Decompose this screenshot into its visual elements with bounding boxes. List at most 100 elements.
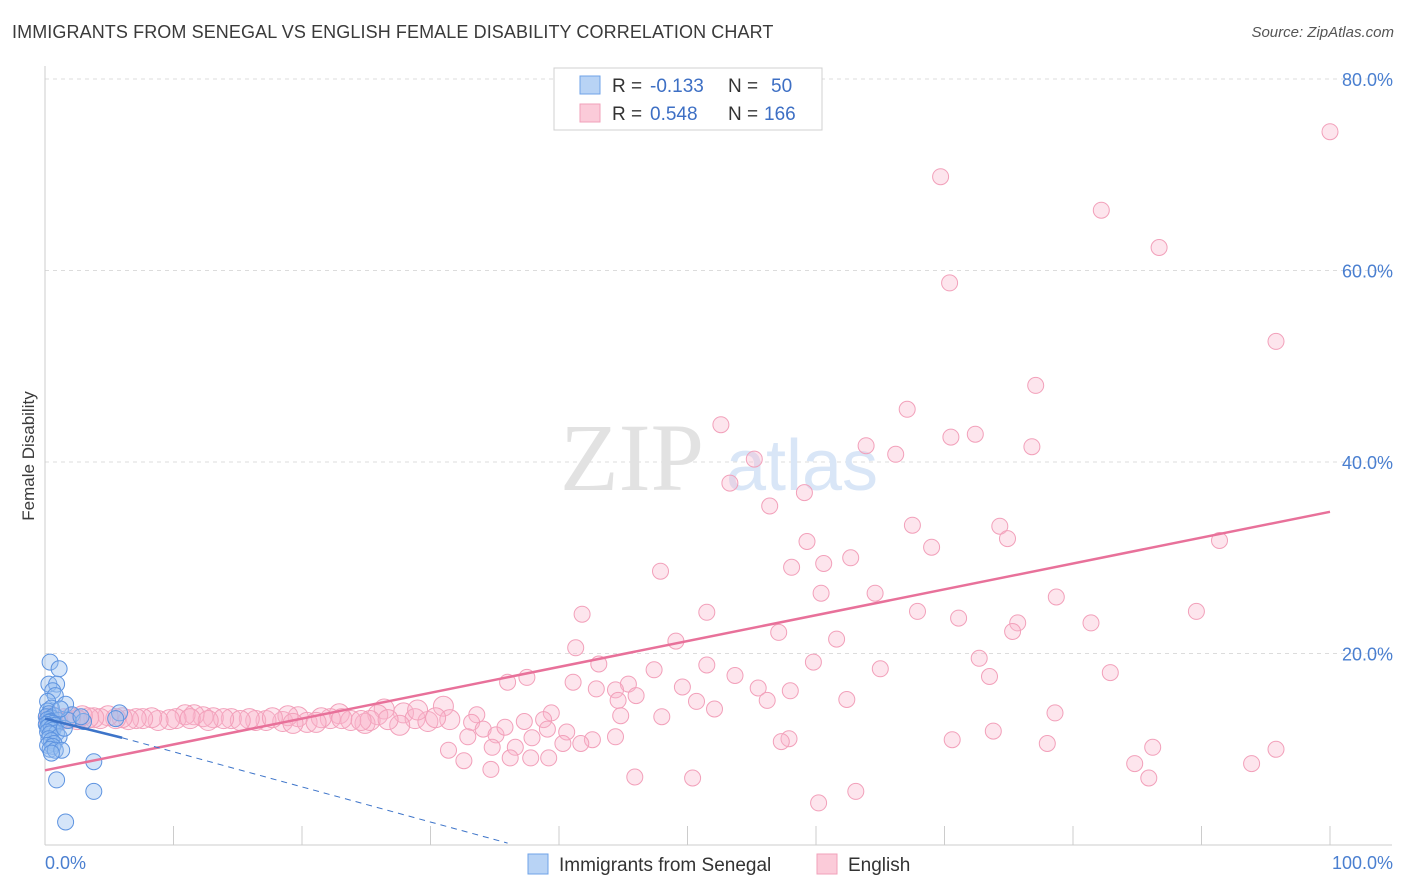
english-point-141 <box>943 731 961 749</box>
english-point-0 <box>1321 123 1339 141</box>
english-point-151 <box>626 768 644 786</box>
english-point-93 <box>183 704 205 726</box>
watermark: ZIP atlas <box>560 404 878 511</box>
senegal-series <box>37 653 128 831</box>
english-point-148 <box>1243 755 1261 773</box>
english-point-2 <box>1092 201 1110 219</box>
english-point-44 <box>804 653 822 671</box>
english-point-136 <box>540 749 558 767</box>
senegal-point-47 <box>48 771 66 789</box>
y-tick-label-1: 40.0% <box>1342 453 1393 473</box>
y-tick-label-0: 20.0% <box>1342 645 1393 665</box>
english-point-76 <box>612 707 630 725</box>
english-point-18 <box>903 516 921 534</box>
english-point-47 <box>645 661 663 679</box>
english-trend-line <box>44 510 1331 772</box>
english-point-8 <box>942 428 960 446</box>
english-point-63 <box>609 691 627 709</box>
y-tick-label-2: 60.0% <box>1342 262 1393 282</box>
senegal-point-37 <box>42 744 60 762</box>
english-point-14 <box>745 450 763 468</box>
english-point-13 <box>712 416 730 434</box>
english-point-61 <box>627 687 645 705</box>
english-point-152 <box>684 769 702 787</box>
senegal-point-7 <box>57 695 75 713</box>
english-point-16 <box>795 484 813 502</box>
english-point-15 <box>721 474 739 492</box>
senegal-point-39 <box>75 713 92 730</box>
english-point-126 <box>554 735 572 752</box>
english-point-157 <box>350 710 372 731</box>
english-point-49 <box>726 667 744 684</box>
trend-lines <box>44 510 1331 844</box>
english-point-39 <box>770 623 788 641</box>
english-point-160 <box>282 712 304 734</box>
english-point-23 <box>798 533 816 550</box>
english-point-158 <box>331 708 353 730</box>
english-point-64 <box>688 692 705 710</box>
english-point-163 <box>213 708 235 730</box>
english-point-10 <box>1023 438 1041 456</box>
english-point-5 <box>1267 332 1285 350</box>
legend-n-label-2: N = <box>728 104 758 125</box>
gridlines <box>45 78 1392 654</box>
english-point-48 <box>1101 664 1119 682</box>
bottom-legend-label-senegal: Immigrants from Senegal <box>559 855 771 876</box>
english-point-62 <box>758 691 776 709</box>
senegal-point-1 <box>50 660 68 678</box>
y-axis-label: Female Disability <box>19 391 38 521</box>
english-point-22 <box>1211 532 1228 549</box>
english-point-105 <box>89 708 111 730</box>
senegal-trend-extension <box>121 737 508 844</box>
senegal-point-49 <box>72 708 90 726</box>
english-point-117 <box>393 702 414 724</box>
english-point-133 <box>501 749 519 767</box>
english-point-43 <box>970 649 988 667</box>
english-point-37 <box>1009 614 1027 632</box>
chart-source: Source: ZipAtlas.com <box>1251 24 1394 41</box>
english-point-150 <box>847 782 865 800</box>
english-point-41 <box>828 630 846 648</box>
legend-n-value-2: 166 <box>764 104 796 125</box>
english-point-144 <box>1144 738 1162 756</box>
english-point-137 <box>572 735 590 752</box>
english-point-53 <box>564 673 582 691</box>
legend-r-value-2: 0.548 <box>650 104 698 125</box>
english-point-35 <box>950 609 968 627</box>
english-point-6 <box>1027 376 1045 394</box>
english-point-50 <box>981 668 998 685</box>
senegal-point-46 <box>51 700 69 718</box>
english-series <box>38 123 1339 812</box>
english-point-26 <box>815 555 833 572</box>
correlation-legend: R = -0.133 N = 50 R = 0.548 N = 166 <box>553 67 823 131</box>
english-point-154 <box>407 699 429 721</box>
legend-n-value-1: 50 <box>771 76 792 97</box>
english-point-59 <box>749 679 767 697</box>
english-point-12 <box>887 445 905 463</box>
english-point-42 <box>567 639 585 657</box>
watermark-zip: ZIP <box>560 404 704 511</box>
senegal-point-43 <box>85 782 103 800</box>
chart-title: IMMIGRANTS FROM SENEGAL VS ENGLISH FEMAL… <box>12 22 774 42</box>
english-point-58 <box>607 681 624 699</box>
english-point-134 <box>482 760 500 778</box>
english-point-98 <box>141 707 163 729</box>
bottom-legend-swatch-senegal <box>527 853 549 875</box>
english-point-143 <box>1038 735 1056 752</box>
y-tick-label-3: 80.0% <box>1342 70 1393 90</box>
english-point-165 <box>179 708 201 730</box>
english-point-32 <box>698 603 716 621</box>
english-point-70 <box>432 695 454 717</box>
x-tick-label-1: 100.0% <box>1332 853 1393 873</box>
english-point-38 <box>1004 623 1022 640</box>
legend-r-value-1: -0.133 <box>650 76 704 97</box>
english-point-140 <box>772 733 790 751</box>
senegal-point-48 <box>57 813 75 831</box>
x-tick-label-0: 0.0% <box>45 853 86 873</box>
english-point-80 <box>359 710 381 731</box>
english-point-155 <box>425 707 447 729</box>
english-point-153 <box>389 714 411 736</box>
english-point-31 <box>573 605 591 623</box>
english-point-123 <box>538 720 556 738</box>
